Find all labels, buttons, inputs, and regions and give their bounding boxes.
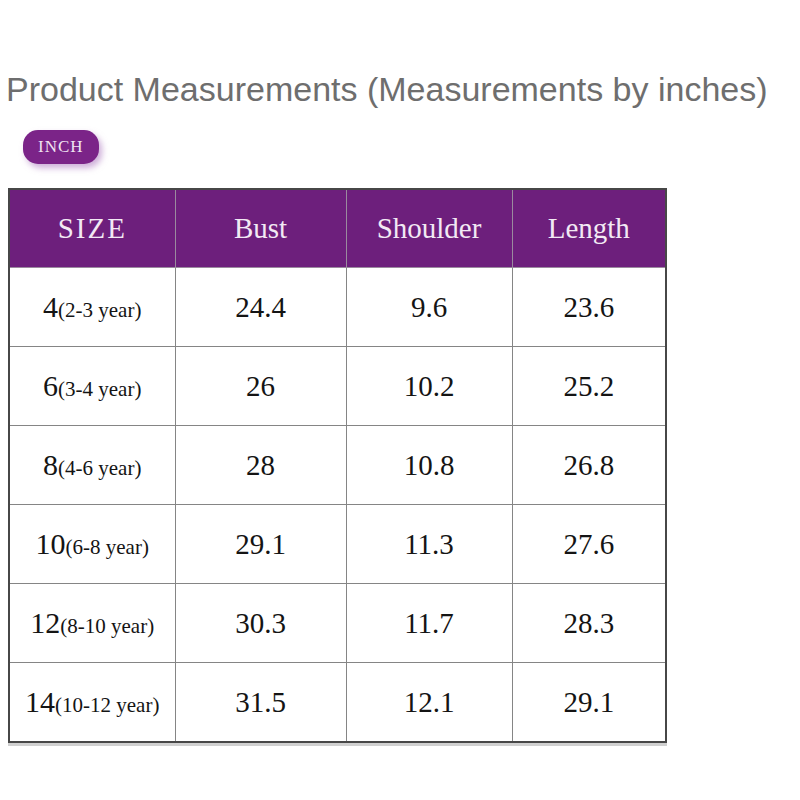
size-number: 8 <box>43 448 58 481</box>
length-cell: 29.1 <box>512 663 666 743</box>
size-cell: 4(2-3 year) <box>9 268 175 347</box>
table-row: 14(10-12 year) 31.5 12.1 29.1 <box>9 663 666 743</box>
length-cell: 28.3 <box>512 584 666 663</box>
shoulder-cell: 9.6 <box>346 268 512 347</box>
measurements-table: SIZE Bust Shoulder Length 4(2-3 year) 24… <box>8 188 667 743</box>
shoulder-cell: 10.2 <box>346 347 512 426</box>
table-row: 6(3-4 year) 26 10.2 25.2 <box>9 347 666 426</box>
size-age-range: (4-6 year) <box>58 456 141 480</box>
size-number: 12 <box>30 606 60 639</box>
size-cell: 12(8-10 year) <box>9 584 175 663</box>
shoulder-cell: 11.7 <box>346 584 512 663</box>
bust-cell: 31.5 <box>175 663 346 743</box>
table-row: 10(6-8 year) 29.1 11.3 27.6 <box>9 505 666 584</box>
size-cell: 14(10-12 year) <box>9 663 175 743</box>
column-header-bust: Bust <box>175 189 346 268</box>
size-age-range: (6-8 year) <box>66 535 149 559</box>
bust-cell: 29.1 <box>175 505 346 584</box>
shoulder-cell: 12.1 <box>346 663 512 743</box>
table-row: 12(8-10 year) 30.3 11.7 28.3 <box>9 584 666 663</box>
size-number: 10 <box>36 527 66 560</box>
shoulder-cell: 10.8 <box>346 426 512 505</box>
length-cell: 25.2 <box>512 347 666 426</box>
column-header-size: SIZE <box>9 189 175 268</box>
unit-badge: INCH <box>23 130 99 164</box>
size-age-range: (2-3 year) <box>58 298 141 322</box>
size-cell: 10(6-8 year) <box>9 505 175 584</box>
size-chart-page: Product Measurements (Measurements by in… <box>0 0 800 800</box>
length-cell: 23.6 <box>512 268 666 347</box>
bust-cell: 26 <box>175 347 346 426</box>
bust-cell: 28 <box>175 426 346 505</box>
shoulder-cell: 11.3 <box>346 505 512 584</box>
length-cell: 27.6 <box>512 505 666 584</box>
table-row: 8(4-6 year) 28 10.8 26.8 <box>9 426 666 505</box>
table-row: 4(2-3 year) 24.4 9.6 23.6 <box>9 268 666 347</box>
size-age-range: (8-10 year) <box>60 614 154 638</box>
table-header-row: SIZE Bust Shoulder Length <box>9 189 666 268</box>
bust-cell: 24.4 <box>175 268 346 347</box>
size-number: 14 <box>25 685 55 718</box>
length-cell: 26.8 <box>512 426 666 505</box>
column-header-length: Length <box>512 189 666 268</box>
size-age-range: (3-4 year) <box>58 377 141 401</box>
column-header-shoulder: Shoulder <box>346 189 512 268</box>
size-number: 4 <box>43 290 58 323</box>
bust-cell: 30.3 <box>175 584 346 663</box>
size-cell: 6(3-4 year) <box>9 347 175 426</box>
size-cell: 8(4-6 year) <box>9 426 175 505</box>
size-age-range: (10-12 year) <box>55 693 159 717</box>
size-number: 6 <box>43 369 58 402</box>
page-title: Product Measurements (Measurements by in… <box>6 70 800 109</box>
